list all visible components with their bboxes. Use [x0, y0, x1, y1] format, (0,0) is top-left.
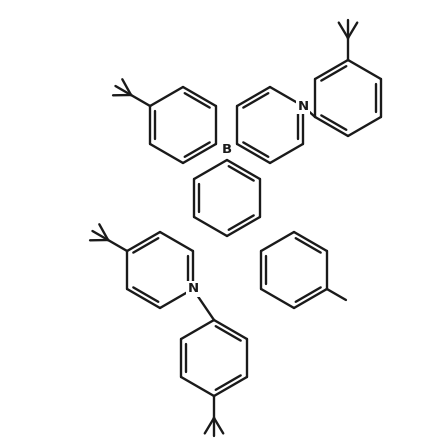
Text: N: N: [187, 283, 198, 296]
Text: N: N: [297, 99, 308, 113]
Text: B: B: [222, 143, 232, 156]
